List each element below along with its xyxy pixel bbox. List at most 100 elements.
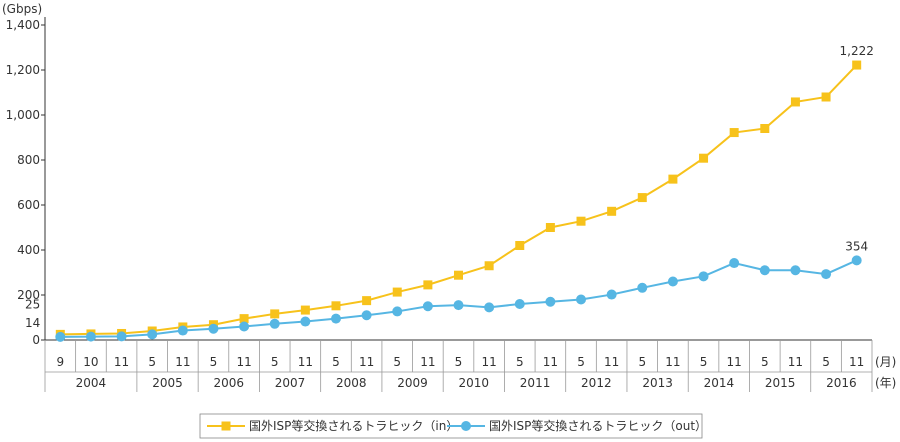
series-1-point xyxy=(423,280,433,290)
series-2-point xyxy=(453,300,464,311)
series-2-point xyxy=(667,276,678,287)
y-unit-label: (Gbps) xyxy=(2,2,42,16)
x-month-label: 11 xyxy=(788,355,803,369)
x-month-label: 5 xyxy=(761,355,769,369)
x-year-label: 2012 xyxy=(581,376,612,390)
x-year-label: 2008 xyxy=(336,376,367,390)
x-month-label: 11 xyxy=(665,355,680,369)
series-1-point xyxy=(821,92,831,102)
x-month-label: 5 xyxy=(271,355,279,369)
data-label: 1,222 xyxy=(840,44,874,58)
series-2-point xyxy=(208,323,219,334)
series-2-point xyxy=(606,289,617,300)
x-month-label: 11 xyxy=(114,355,129,369)
x-month-label: 11 xyxy=(481,355,496,369)
x-month-label: 5 xyxy=(455,355,463,369)
series-1-point xyxy=(515,241,525,250)
x-month-label: 9 xyxy=(56,355,64,369)
y-tick-label: 400 xyxy=(17,243,40,257)
x-month-label: 5 xyxy=(210,355,218,369)
x-month-label: 5 xyxy=(148,355,156,369)
y-tick-label: 600 xyxy=(17,198,40,212)
series-1-point xyxy=(331,301,341,311)
series-2-point xyxy=(55,331,66,342)
x-month-label: 11 xyxy=(849,355,864,369)
series-layer xyxy=(55,60,862,342)
series-1-point xyxy=(362,296,372,306)
x-year-label: 2009 xyxy=(397,376,428,390)
legend: 国外ISP等交換されるトラヒック（in） 国外ISP等交換されるトラヒック（out… xyxy=(199,413,707,439)
series-1-point xyxy=(454,270,463,280)
series-2-point xyxy=(116,331,127,342)
x-year-label: 2011 xyxy=(520,376,551,390)
series-2-point xyxy=(269,318,280,329)
series-2-point xyxy=(484,302,495,313)
series-2-point xyxy=(851,255,862,266)
series-1-point xyxy=(545,223,555,232)
series-1-point xyxy=(300,305,310,315)
series-line-1 xyxy=(60,64,858,336)
x-month-label: 11 xyxy=(175,355,190,369)
x-year-label: 2014 xyxy=(704,376,735,390)
x-month-label: 5 xyxy=(638,355,646,369)
series-1-point xyxy=(699,153,709,163)
legend-entry-2: 国外ISP等交換されるトラヒック（out） xyxy=(489,418,707,433)
x-month-label: 11 xyxy=(727,355,742,369)
series-1-point xyxy=(668,174,678,184)
x-month-label: 11 xyxy=(359,355,374,369)
x-axis: 9 10 11 5 11 5 11 5 11 5 11 5 11 5 11 5 11 5 11 5 11 5 11 5 11 5 1… xyxy=(44,339,896,392)
legend-entry-1: 国外ISP等交換されるトラヒック（in） xyxy=(249,418,458,433)
x-month-label: 5 xyxy=(516,355,524,369)
x-month-label: 11 xyxy=(298,355,313,369)
series-2-point xyxy=(422,301,433,312)
series-2-point xyxy=(239,321,250,332)
x-month-label: 11 xyxy=(543,355,558,369)
x-month-label: 11 xyxy=(604,355,619,369)
x-month-label: 11 xyxy=(420,355,435,369)
series-1-point xyxy=(790,97,800,107)
x-month-label: 5 xyxy=(700,355,708,369)
series-1-point xyxy=(576,216,586,226)
series-2-point xyxy=(821,269,832,280)
series-2-point xyxy=(637,282,648,293)
y-tick-label: 200 xyxy=(17,288,40,302)
series-2-point xyxy=(790,265,801,276)
x-year-label: 2004 xyxy=(76,376,107,390)
x-month-label: 5 xyxy=(332,355,340,369)
data-label: 25 xyxy=(25,297,40,311)
series-2-point xyxy=(759,265,770,276)
series-2-point xyxy=(330,313,341,324)
x-month-label: 5 xyxy=(822,355,830,369)
x-year-label: 2005 xyxy=(152,376,183,390)
y-tick-label: 1,400 xyxy=(6,18,40,32)
data-label: 14 xyxy=(25,316,40,330)
x-month-label: 10 xyxy=(83,355,98,369)
series-2-point xyxy=(85,331,96,342)
year-unit-label: (年) xyxy=(875,376,896,390)
x-month-label: 11 xyxy=(236,355,251,369)
series-1-point xyxy=(484,261,494,271)
series-1-point xyxy=(637,193,647,203)
y-tick-label: 1,000 xyxy=(6,108,40,122)
month-unit-label: (月) xyxy=(875,355,896,369)
legend-square-marker xyxy=(221,421,231,431)
series-2-point xyxy=(392,306,403,317)
data-labels: 25 1,222 14 354 xyxy=(25,44,874,330)
x-year-label: 2015 xyxy=(765,376,796,390)
x-month-label: 5 xyxy=(577,355,585,369)
series-1-point xyxy=(239,314,249,324)
series-2-point xyxy=(514,299,525,309)
y-axis: 0 200 400 600 800 1,000 1,200 1,400 (Gbps) xyxy=(2,2,46,347)
x-year-label: 2013 xyxy=(642,376,673,390)
data-label: 354 xyxy=(845,239,868,253)
x-year-label: 2016 xyxy=(826,376,857,390)
series-1-point xyxy=(392,287,402,297)
series-2-point xyxy=(576,294,587,305)
series-2-point xyxy=(361,310,372,321)
x-year-label: 2010 xyxy=(459,376,490,390)
series-2-point xyxy=(300,316,311,327)
series-1-point xyxy=(607,206,617,216)
legend-circle-marker xyxy=(461,421,471,431)
series-2-point xyxy=(545,296,556,307)
